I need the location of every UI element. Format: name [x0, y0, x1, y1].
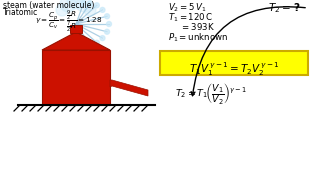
Polygon shape — [42, 32, 110, 50]
Text: $P_1 = \mathrm{unknown}$: $P_1 = \mathrm{unknown}$ — [168, 31, 228, 44]
Text: $= 393\mathrm{K}$: $= 393\mathrm{K}$ — [180, 21, 215, 32]
Circle shape — [81, 42, 86, 47]
FancyArrowPatch shape — [191, 7, 305, 96]
Circle shape — [105, 29, 109, 34]
Circle shape — [94, 3, 99, 8]
Text: $T_2 = \,\mathbf{?}$: $T_2 = \,\mathbf{?}$ — [268, 1, 301, 15]
Text: $T_2 = T_1\!\left(\dfrac{V_1}{V_2}\right)^{\!\gamma-1}$: $T_2 = T_1\!\left(\dfrac{V_1}{V_2}\right… — [175, 81, 247, 106]
Circle shape — [107, 21, 111, 26]
Circle shape — [87, 1, 92, 6]
FancyBboxPatch shape — [70, 25, 82, 33]
Text: $\gamma = \dfrac{C_p}{C_v} = \dfrac{\frac{9}{2}R}{\frac{7}{2}R} = 1.28$: $\gamma = \dfrac{C_p}{C_v} = \dfrac{\fra… — [35, 8, 103, 34]
Circle shape — [76, 0, 92, 12]
Circle shape — [67, 0, 85, 9]
Polygon shape — [110, 80, 148, 96]
FancyBboxPatch shape — [42, 50, 110, 105]
Text: $V_2 = 5\,V_1$: $V_2 = 5\,V_1$ — [168, 1, 207, 13]
Circle shape — [105, 14, 109, 19]
FancyBboxPatch shape — [160, 51, 308, 75]
Text: Triatomic: Triatomic — [3, 8, 38, 17]
Circle shape — [84, 4, 96, 16]
Circle shape — [56, 4, 68, 16]
Circle shape — [100, 36, 105, 40]
Circle shape — [81, 1, 86, 6]
Circle shape — [87, 42, 92, 47]
Circle shape — [60, 0, 76, 12]
Circle shape — [94, 40, 99, 45]
Text: steam (water molecule): steam (water molecule) — [3, 1, 94, 10]
Text: $T_1 V_1^{\,\gamma-1} = T_2 V_2^{\,\gamma-1}$: $T_1 V_1^{\,\gamma-1} = T_2 V_2^{\,\gamm… — [189, 60, 279, 78]
Text: $T_1 = 120\,\mathrm{C}$: $T_1 = 120\,\mathrm{C}$ — [168, 11, 213, 24]
Circle shape — [100, 7, 105, 12]
